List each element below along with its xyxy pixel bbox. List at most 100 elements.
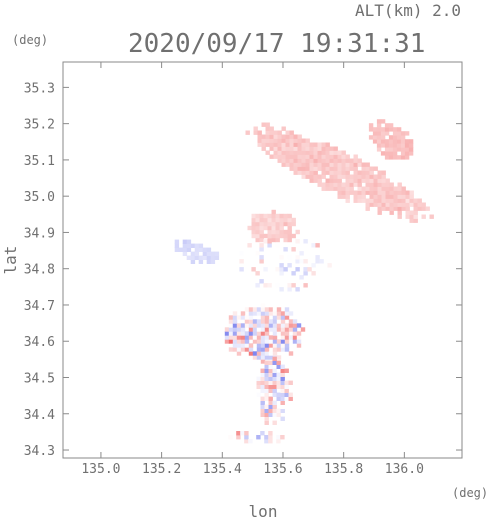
data-cell bbox=[251, 221, 256, 227]
data-cell bbox=[264, 339, 270, 344]
data-cell bbox=[194, 247, 200, 252]
data-cell bbox=[284, 384, 289, 389]
data-cell bbox=[194, 243, 200, 248]
data-cell bbox=[341, 186, 346, 191]
data-cell bbox=[268, 360, 273, 365]
data-cell bbox=[276, 372, 281, 377]
data-cell bbox=[289, 162, 294, 167]
data-cell bbox=[265, 150, 270, 155]
data-cell bbox=[333, 162, 338, 167]
data-cell bbox=[276, 412, 281, 417]
data-cell bbox=[373, 194, 378, 199]
data-cell bbox=[365, 174, 370, 179]
data-cell bbox=[301, 166, 306, 171]
data-cell bbox=[190, 243, 196, 248]
data-cell bbox=[268, 388, 273, 393]
altitude-label: ALT(km) 2.0 bbox=[355, 1, 461, 20]
data-cell bbox=[228, 331, 234, 336]
data-cell bbox=[281, 142, 286, 147]
data-cell bbox=[261, 138, 266, 143]
data-cell bbox=[353, 174, 358, 179]
data-cell bbox=[272, 420, 277, 425]
data-cell bbox=[210, 255, 216, 260]
data-cell bbox=[388, 147, 394, 152]
data-cell bbox=[259, 247, 264, 252]
data-cell bbox=[353, 166, 358, 171]
data-cell bbox=[224, 335, 230, 340]
data-cell bbox=[275, 229, 280, 235]
data-cell bbox=[255, 221, 260, 227]
data-cell bbox=[425, 206, 430, 211]
data-cell bbox=[251, 233, 256, 239]
timestamp-title: 2020/09/17 19:31:31 bbox=[128, 29, 425, 59]
data-cell bbox=[280, 335, 286, 340]
data-cell bbox=[272, 315, 278, 320]
data-cell bbox=[392, 143, 398, 148]
data-cell bbox=[283, 233, 288, 239]
data-cell bbox=[305, 154, 310, 159]
data-cell bbox=[255, 233, 260, 239]
data-cell bbox=[345, 158, 350, 163]
data-cell bbox=[202, 251, 208, 256]
data-cell bbox=[361, 198, 366, 203]
data-cell bbox=[279, 233, 284, 239]
data-cell bbox=[268, 431, 273, 436]
data-cell bbox=[271, 237, 276, 243]
data-cell bbox=[264, 380, 269, 385]
data-cell bbox=[369, 190, 374, 195]
data-cell bbox=[325, 186, 330, 191]
data-cell bbox=[224, 327, 230, 332]
data-cell bbox=[397, 186, 402, 191]
y-tick-label: 34.5 bbox=[24, 371, 55, 386]
data-cell bbox=[279, 287, 284, 292]
data-cell bbox=[289, 158, 294, 163]
data-cell bbox=[376, 135, 382, 140]
data-cell bbox=[385, 182, 390, 187]
data-cell bbox=[299, 259, 304, 264]
data-cell bbox=[236, 435, 241, 440]
data-cell bbox=[265, 142, 270, 147]
data-cell bbox=[293, 162, 298, 167]
data-cell bbox=[321, 186, 326, 191]
data-cell bbox=[206, 255, 212, 260]
data-cell bbox=[409, 190, 414, 195]
data-cell bbox=[264, 323, 270, 328]
data-cell bbox=[365, 166, 370, 171]
data-cell bbox=[194, 251, 200, 256]
data-cell bbox=[325, 158, 330, 163]
data-cell bbox=[301, 174, 306, 179]
data-cell bbox=[256, 376, 261, 381]
data-cell bbox=[373, 198, 378, 203]
data-cell bbox=[244, 331, 250, 336]
data-cell bbox=[275, 283, 280, 288]
data-cell bbox=[405, 202, 410, 207]
data-cell bbox=[271, 229, 276, 235]
data-cell bbox=[297, 158, 302, 163]
data-cell bbox=[279, 217, 284, 223]
data-cell bbox=[329, 162, 334, 167]
data-cell bbox=[280, 400, 285, 405]
data-cell bbox=[260, 347, 266, 352]
data-cell bbox=[244, 439, 249, 444]
data-cell bbox=[263, 225, 268, 231]
data-cell bbox=[357, 158, 362, 163]
data-cell bbox=[283, 267, 288, 272]
y-tick-label: 35.3 bbox=[24, 81, 55, 96]
data-cell bbox=[251, 267, 256, 272]
data-cell bbox=[268, 404, 273, 409]
data-cell bbox=[384, 127, 390, 132]
data-cell bbox=[333, 174, 338, 179]
data-cell bbox=[236, 351, 242, 356]
data-cell bbox=[276, 439, 281, 444]
data-cell bbox=[260, 400, 265, 405]
data-cell bbox=[372, 127, 378, 132]
data-cell bbox=[321, 174, 326, 179]
data-cell bbox=[315, 259, 320, 264]
data-cell bbox=[287, 229, 292, 235]
data-cell bbox=[317, 158, 322, 163]
data-cell bbox=[276, 364, 281, 369]
data-cell bbox=[368, 123, 374, 128]
data-cell bbox=[376, 147, 382, 152]
data-cell bbox=[273, 130, 278, 135]
data-cell bbox=[361, 162, 366, 167]
